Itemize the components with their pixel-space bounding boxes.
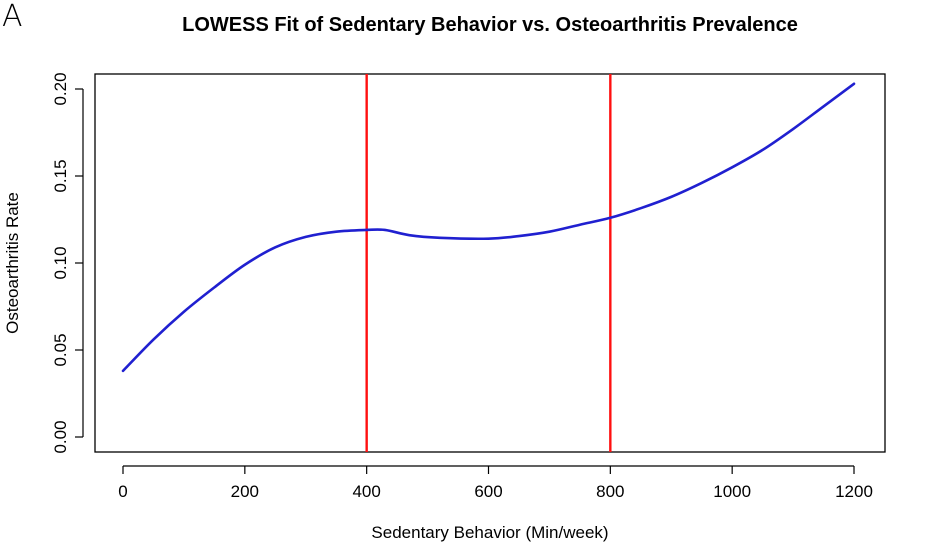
y-tick-label: 0.10 — [51, 246, 70, 279]
lowess-curve — [121, 82, 856, 373]
y-axis: 0.00 0.05 0.10 0.15 0.20 — [51, 72, 84, 454]
x-axis: 0 200 400 600 800 1000 1200 — [118, 465, 873, 501]
panel-label: A — [2, 0, 23, 34]
x-axis-label: Sedentary Behavior (Min/week) — [371, 523, 608, 542]
x-tick-label: 600 — [474, 482, 502, 501]
x-tick-label: 800 — [596, 482, 624, 501]
x-tick-label: 0 — [118, 482, 127, 501]
reference-lines — [365, 74, 612, 452]
y-tick-label: 0.05 — [51, 333, 70, 366]
x-tick-label: 400 — [352, 482, 380, 501]
x-tick-label: 200 — [231, 482, 259, 501]
series-group — [121, 82, 856, 373]
y-axis-label: Osteoarthritis Rate — [3, 192, 22, 334]
y-tick-label: 0.00 — [51, 420, 70, 453]
y-tick-label: 0.15 — [51, 159, 70, 192]
x-tick-label: 1200 — [835, 482, 873, 501]
x-tick-label: 1000 — [713, 482, 751, 501]
plot-frame — [94, 73, 886, 453]
y-tick-label: 0.20 — [51, 72, 70, 105]
chart-title: LOWESS Fit of Sedentary Behavior vs. Ost… — [182, 14, 798, 36]
